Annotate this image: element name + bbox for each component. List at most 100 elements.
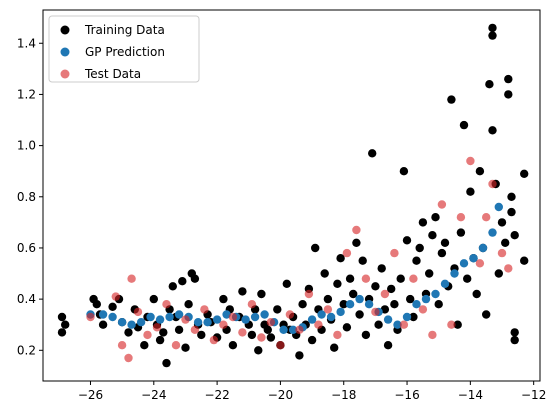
training-data-point-87 [396, 274, 405, 283]
test-data-point-0 [86, 312, 95, 322]
training-data-point-122 [501, 238, 510, 247]
training-data-point-1 [57, 328, 67, 337]
test-data-point-40 [466, 156, 475, 166]
gp-prediction-point-12 [203, 318, 212, 327]
training-data-point-0 [57, 312, 67, 322]
training-data-point-69 [339, 300, 348, 309]
training-data-point-71 [345, 274, 355, 283]
training-data-point-127 [510, 328, 519, 337]
test-data-point-21 [285, 310, 295, 319]
training-data-point-43 [254, 346, 263, 355]
test-data-point-38 [447, 320, 456, 329]
gp-prediction-point-23 [307, 315, 317, 324]
test-data-point-17 [247, 300, 257, 309]
training-data-point-83 [383, 341, 393, 350]
training-data-point-23 [174, 325, 184, 334]
test-data-point-15 [228, 312, 238, 322]
training-data-point-75 [358, 256, 367, 265]
test-data-point-27 [342, 248, 352, 258]
test-data-point-18 [257, 333, 266, 342]
test-data-point-11 [190, 325, 200, 334]
training-data-point-73 [352, 238, 361, 247]
training-data-point-68 [336, 254, 345, 263]
training-data-point-94 [418, 218, 428, 227]
training-data-point-128 [510, 335, 519, 345]
training-data-point-2 [60, 320, 70, 329]
test-data-point-8 [162, 300, 171, 309]
training-data-point-112 [475, 167, 485, 176]
training-data-point-6 [98, 320, 108, 329]
test-data-point-16 [238, 328, 247, 337]
test-data-point-23 [304, 289, 314, 299]
x-tick-label-2: −22 [204, 388, 229, 402]
gp-prediction-point-11 [193, 318, 203, 327]
training-data-point-109 [466, 187, 475, 196]
training-data-point-115 [485, 80, 494, 89]
test-data-point-13 [209, 335, 219, 345]
test-data-point-43 [488, 179, 497, 189]
legend-label-training-data: Training Data [84, 23, 165, 37]
test-data-point-7 [152, 323, 162, 332]
test-data-point-25 [323, 305, 333, 314]
training-data-point-108 [463, 274, 472, 283]
test-data-point-3 [124, 353, 133, 363]
training-data-point-103 [447, 95, 456, 104]
training-data-point-37 [228, 341, 238, 350]
training-data-point-97 [428, 231, 437, 240]
gp-prediction-point-16 [241, 315, 250, 324]
training-data-point-121 [497, 218, 507, 227]
x-tick-label-7: −12 [521, 388, 546, 402]
gp-prediction-point-24 [317, 310, 326, 319]
training-data-point-46 [263, 325, 272, 334]
training-data-point-24 [178, 277, 187, 286]
test-data-point-32 [390, 248, 399, 258]
training-data-point-13 [140, 341, 149, 350]
training-data-point-10 [124, 328, 133, 337]
test-data-point-30 [371, 307, 380, 317]
training-data-point-60 [311, 243, 320, 253]
training-data-point-72 [349, 289, 358, 299]
test-data-point-33 [399, 320, 409, 329]
gp-prediction-point-31 [383, 315, 393, 324]
y-tick-label-5: 1.2 [17, 87, 36, 101]
test-data-point-41 [475, 259, 485, 268]
training-data-point-80 [374, 320, 383, 329]
gp-prediction-point-2 [108, 312, 117, 322]
training-data-point-21 [168, 282, 177, 291]
test-data-point-10 [181, 315, 190, 324]
gp-prediction-point-35 [421, 294, 431, 304]
test-data-point-20 [276, 341, 285, 350]
test-data-point-9 [171, 341, 181, 350]
training-data-point-101 [440, 238, 450, 247]
test-data-point-29 [361, 274, 371, 283]
training-data-point-129 [510, 231, 519, 240]
gp-prediction-point-42 [488, 228, 497, 237]
y-tick-label-4: 1.0 [17, 139, 36, 153]
training-data-point-79 [371, 282, 380, 291]
training-data-point-131 [520, 256, 529, 265]
y-tick-label-3: 0.8 [17, 190, 36, 204]
training-data-point-47 [266, 333, 276, 342]
training-data-point-64 [323, 294, 333, 304]
legend-box [48, 15, 200, 83]
test-data-point-26 [333, 330, 342, 340]
training-data-point-56 [298, 300, 307, 309]
training-data-point-30 [197, 330, 206, 340]
training-data-point-76 [361, 330, 371, 340]
legend-marker-training-data [60, 25, 70, 35]
training-data-point-17 [155, 335, 165, 345]
training-data-point-26 [184, 300, 193, 309]
training-data-point-4 [92, 300, 102, 309]
training-data-point-93 [415, 243, 424, 253]
training-data-point-91 [409, 312, 418, 322]
gp-prediction-point-40 [469, 254, 478, 263]
y-tick-label-2: 0.6 [17, 241, 36, 255]
gp-prediction-point-5 [136, 318, 146, 327]
training-data-point-89 [402, 236, 412, 245]
test-data-point-39 [456, 213, 466, 222]
training-data-point-117 [488, 31, 497, 40]
training-data-point-116 [488, 23, 497, 33]
training-data-point-55 [295, 351, 304, 360]
training-data-point-34 [219, 294, 228, 304]
